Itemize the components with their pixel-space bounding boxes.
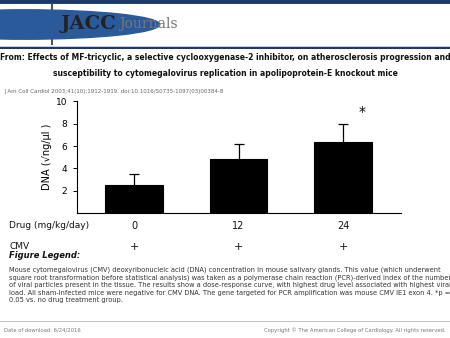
Bar: [105, 185, 163, 213]
Text: CMV: CMV: [9, 242, 29, 251]
Text: J Am Coll Cardiol 2003;41(10):1912-1919. doi:10.1016/S0735-1097(03)00384-8: J Am Coll Cardiol 2003;41(10):1912-1919.…: [4, 89, 224, 94]
Text: Date of download: 6/24/2016: Date of download: 6/24/2016: [4, 328, 81, 332]
Text: Drug (mg/kg/day): Drug (mg/kg/day): [9, 221, 89, 231]
Text: JACC: JACC: [61, 15, 117, 32]
Text: Copyright © The American College of Cardiology. All rights reserved.: Copyright © The American College of Card…: [264, 327, 446, 333]
Text: 0: 0: [131, 221, 137, 232]
Text: From: Effects of MF-tricyclic, a selective cyclooxygenase-2 inhibitor, on athero: From: Effects of MF-tricyclic, a selecti…: [0, 53, 450, 62]
Text: 12: 12: [232, 221, 245, 232]
Text: Figure Legend:: Figure Legend:: [9, 251, 80, 261]
Text: susceptibility to cytomegalovirus replication in apolipoprotein-E knockout mice: susceptibility to cytomegalovirus replic…: [53, 69, 397, 78]
Text: +: +: [234, 242, 243, 252]
Circle shape: [0, 10, 160, 39]
Y-axis label: DNA (√ng/μl ): DNA (√ng/μl ): [42, 124, 52, 190]
Text: +: +: [338, 242, 348, 252]
Text: *: *: [358, 105, 365, 119]
Text: Mouse cytomegalovirus (CMV) deoxyribonucleic acid (DNA) concentration in mouse s: Mouse cytomegalovirus (CMV) deoxyribonuc…: [9, 266, 450, 303]
Bar: [210, 160, 267, 213]
Text: Journals: Journals: [119, 17, 178, 30]
Text: +: +: [129, 242, 139, 252]
Bar: [314, 142, 372, 213]
Text: 24: 24: [337, 221, 349, 232]
